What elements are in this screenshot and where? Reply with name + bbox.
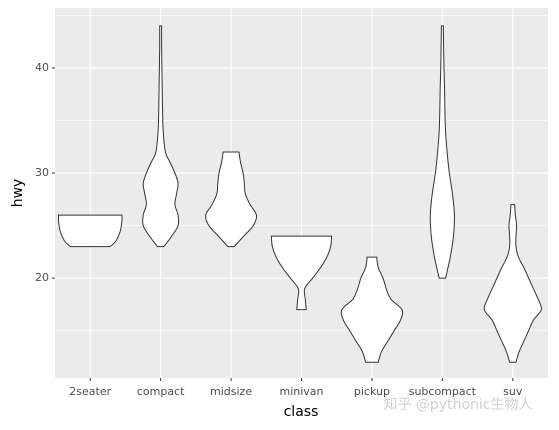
- y-tick-label: 30: [35, 166, 49, 179]
- violin: [429, 25, 455, 279]
- watermark: 知乎 @pythonic生物人: [383, 396, 532, 413]
- x-tick-label: compact: [137, 385, 185, 398]
- violin: [340, 256, 404, 363]
- violin: [270, 235, 333, 311]
- violin: [57, 214, 123, 248]
- violin: [483, 204, 542, 363]
- x-tick-label: subcompact: [409, 385, 477, 398]
- violin: [205, 151, 258, 248]
- y-tick-label: 40: [35, 61, 49, 74]
- x-tick-label: pickup: [354, 385, 390, 398]
- y-tick-label: 20: [35, 271, 49, 284]
- x-tick-label: midsize: [210, 385, 252, 398]
- y-axis-title: hwy: [10, 179, 26, 208]
- x-tick-label: 2seater: [69, 385, 111, 398]
- x-axis-title: class: [284, 404, 319, 420]
- x-tick-label: suv: [503, 385, 523, 398]
- violin: [142, 25, 180, 248]
- x-tick-label: minivan: [279, 385, 323, 398]
